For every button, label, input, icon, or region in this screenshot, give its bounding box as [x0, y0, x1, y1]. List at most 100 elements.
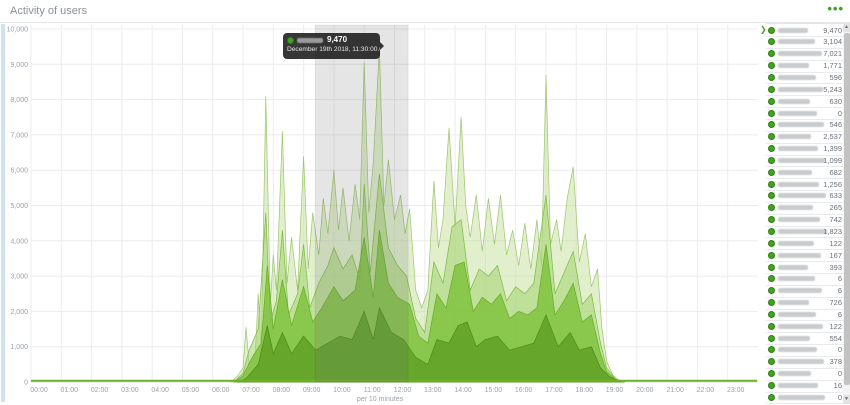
legend-color-dot-icon: [768, 85, 775, 93]
panel-options-icon[interactable]: •••: [827, 1, 844, 16]
legend-color-dot-icon: [768, 275, 775, 283]
legend-item[interactable]: 122: [766, 237, 844, 251]
redacted-legend-label: [778, 217, 820, 223]
legend-color-dot-icon: [768, 180, 775, 188]
redacted-legend-label: [778, 347, 817, 353]
legend-color-dot-icon: [768, 168, 775, 176]
redacted-legend-label: [778, 157, 825, 163]
legend-item[interactable]: 265: [766, 202, 844, 215]
redacted-legend-label: [778, 39, 815, 45]
area-series-series-dark[interactable]: [236, 306, 622, 383]
legend-item[interactable]: 122: [766, 320, 844, 334]
redacted-legend-label: [778, 122, 824, 128]
legend-value: 0: [837, 392, 842, 402]
x-axis-tick-label: 05:00: [182, 387, 200, 394]
time-selection-band[interactable]: [314, 24, 409, 383]
legend-item[interactable]: 0: [766, 344, 844, 357]
x-axis-tick-label: 20:00: [636, 387, 654, 394]
legend-item[interactable]: 630: [766, 95, 844, 109]
legend-item[interactable]: 1,771: [766, 60, 844, 73]
legend-value: 122: [829, 321, 842, 331]
legend-value: 0: [837, 345, 842, 355]
legend-item[interactable]: 0: [766, 107, 844, 120]
legend-item[interactable]: 726: [766, 297, 844, 310]
scroll-up-icon[interactable]: ▲: [843, 23, 850, 32]
legend-color-dot-icon: [768, 145, 775, 152]
legend-value: 167: [829, 250, 842, 260]
legend-color-dot-icon: [768, 310, 775, 318]
legend-item[interactable]: 5,243: [766, 83, 844, 97]
redacted-legend-label: [778, 383, 818, 388]
legend-color-dot-icon: [768, 97, 775, 105]
legend-scrollbar[interactable]: ▲ ▼: [843, 23, 850, 404]
legend-item[interactable]: 3,104: [766, 36, 844, 49]
legend-item[interactable]: 6: [766, 285, 844, 298]
y-axis-tick-label: 1,000: [10, 344, 28, 351]
x-axis-tick-label: 10:00: [333, 387, 351, 394]
legend-item[interactable]: 393: [766, 261, 844, 274]
legend-item[interactable]: 546: [766, 119, 844, 132]
redacted-legend-label: [778, 51, 822, 57]
legend-item[interactable]: 0: [766, 391, 844, 405]
y-axis-tick-label: 10,000: [7, 27, 29, 34]
legend-value: 6: [837, 309, 842, 319]
redacted-legend-label: [778, 63, 809, 68]
legend-value: 554: [829, 333, 842, 343]
legend-value: 633: [829, 191, 842, 201]
legend-value: 596: [829, 72, 842, 82]
legend-item[interactable]: 1,099: [766, 154, 844, 168]
legend-item[interactable]: 7,021: [766, 48, 844, 61]
redacted-legend-label: [778, 181, 819, 187]
x-axis-tick-label: 00:00: [30, 387, 48, 394]
legend-item[interactable]: 633: [766, 190, 844, 203]
legend-item[interactable]: 0: [766, 368, 844, 381]
chart-legend: ❯ 9,470 3,104 7,021 1,771 596 5,243 630 0 546 2,5…: [760, 23, 850, 405]
legend-item[interactable]: 1,399: [766, 143, 844, 156]
legend-item[interactable]: 596: [766, 71, 844, 85]
x-axis-tick-label: 18:00: [575, 387, 593, 394]
legend-color-dot-icon: [768, 156, 775, 164]
legend-item[interactable]: 6: [766, 273, 844, 286]
y-axis-tick-label: 7,000: [10, 132, 28, 139]
x-axis-tick-label: 17:00: [545, 387, 563, 394]
legend-color-dot-icon: [768, 358, 775, 366]
legend-item[interactable]: 378: [766, 356, 844, 369]
redacted-legend-label: [778, 169, 812, 175]
legend-value: 6: [837, 274, 842, 284]
legend-color-dot-icon: [768, 62, 775, 69]
legend-collapse-icon[interactable]: ❯: [760, 25, 767, 34]
legend-item[interactable]: 682: [766, 166, 844, 180]
legend-value: 682: [829, 167, 842, 177]
legend-value: 1,823: [823, 226, 842, 236]
legend-value: 3,104: [823, 37, 842, 47]
legend-color-dot-icon: [768, 73, 775, 81]
legend-item[interactable]: 167: [766, 249, 844, 263]
legend-color-dot-icon: [768, 50, 775, 58]
legend-color-dot-icon: [768, 346, 775, 354]
x-axis-tick-label: 16:00: [515, 387, 533, 394]
legend-rows: 9,470 3,104 7,021 1,771 596 5,243 630 0 546 2,537…: [766, 23, 844, 405]
legend-item[interactable]: 554: [766, 332, 844, 346]
scrollbar-thumb[interactable]: [843, 33, 850, 385]
x-axis-tick-label: 03:00: [121, 387, 139, 394]
legend-item[interactable]: 1,823: [766, 225, 844, 239]
scroll-down-icon[interactable]: ▼: [843, 395, 850, 404]
legend-color-dot-icon: [768, 299, 775, 307]
legend-value: 122: [829, 238, 842, 248]
legend-value: 378: [829, 357, 842, 367]
legend-value: 630: [829, 96, 842, 106]
legend-color-dot-icon: [768, 370, 775, 378]
legend-item[interactable]: 742: [766, 214, 844, 227]
legend-item[interactable]: 9,470: [766, 24, 844, 37]
legend-item[interactable]: 2,537: [766, 131, 844, 144]
x-axis-tick-label: 14:00: [454, 387, 472, 394]
legend-item[interactable]: 1,256: [766, 178, 844, 191]
redacted-legend-label: [778, 311, 816, 317]
x-axis-tick-label: 11:00: [364, 387, 381, 394]
x-axis-tick-label: 23:00: [727, 387, 745, 394]
legend-item[interactable]: 6: [766, 308, 844, 322]
legend-value: 742: [829, 215, 842, 225]
legend-item[interactable]: 16: [766, 380, 844, 393]
y-axis-tick-label: 4,000: [10, 238, 28, 245]
